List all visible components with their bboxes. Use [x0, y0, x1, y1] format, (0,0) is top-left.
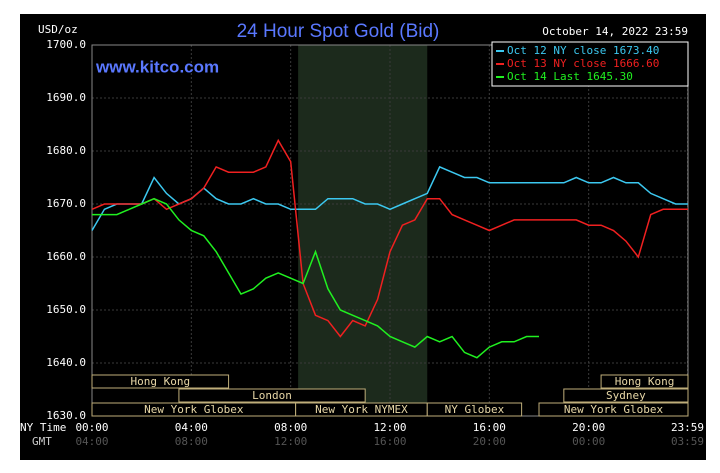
gmt-tick-label: 12:00 [274, 435, 307, 448]
session-label: New York Globex [144, 403, 244, 416]
x-tick-label: 23:59 [671, 421, 704, 434]
x-tick-label: 08:00 [274, 421, 307, 434]
price-line [91, 138, 688, 338]
session-label: Hong Kong [615, 375, 675, 388]
session-box [538, 402, 689, 417]
session-label: New York NYMEX [315, 403, 408, 416]
session-box [600, 374, 689, 389]
legend-box [491, 41, 689, 87]
session-box [178, 388, 366, 403]
gmt-tick-label: 08:00 [175, 435, 208, 448]
gmt-tick-label: 20:00 [473, 435, 506, 448]
nymex-highlight [298, 45, 428, 416]
x-tick-label: 16:00 [473, 421, 506, 434]
y-tick-label: 1690.0 [46, 91, 86, 104]
session-box [563, 388, 689, 403]
chart-title: 24 Hour Spot Gold (Bid) [237, 21, 440, 42]
x2-label: GMT [32, 435, 52, 448]
y-tick-label: 1630.0 [46, 409, 86, 422]
price-line [92, 197, 539, 359]
gmt-tick-label: 03:59 [671, 435, 704, 448]
session-label: NY Globex [445, 403, 505, 416]
session-label: Sydney [606, 389, 646, 402]
session-label: Hong Kong [130, 375, 190, 388]
timestamp: October 14, 2022 23:59 [542, 25, 688, 38]
gmt-tick-label: 04:00 [75, 435, 108, 448]
x-tick-label: 00:00 [75, 421, 108, 434]
y-tick-label: 1680.0 [46, 144, 86, 157]
session-label: London [252, 389, 292, 402]
y-tick-label: 1670.0 [46, 197, 86, 210]
x-label: NY Time [20, 421, 66, 434]
legend-label: Oct 14 Last 1645.30 [507, 70, 633, 83]
x-tick-label: 20:00 [572, 421, 605, 434]
x-tick-label: 12:00 [373, 421, 406, 434]
y-tick-label: 1640.0 [46, 356, 86, 369]
session-label: New York Globex [564, 403, 664, 416]
y-tick-label: 1650.0 [46, 303, 86, 316]
x-tick-label: 04:00 [175, 421, 208, 434]
y-unit: USD/oz [38, 23, 78, 36]
y-tick-label: 1660.0 [46, 250, 86, 263]
session-box [91, 374, 230, 389]
gmt-tick-label: 00:00 [572, 435, 605, 448]
legend-label: Oct 12 NY close 1673.40 [507, 44, 659, 57]
gmt-tick-label: 16:00 [373, 435, 406, 448]
legend-label: Oct 13 NY close 1666.60 [507, 57, 659, 70]
watermark: www.kitco.com [95, 57, 219, 76]
y-tick-label: 1700.0 [46, 38, 86, 51]
session-box [426, 402, 523, 417]
